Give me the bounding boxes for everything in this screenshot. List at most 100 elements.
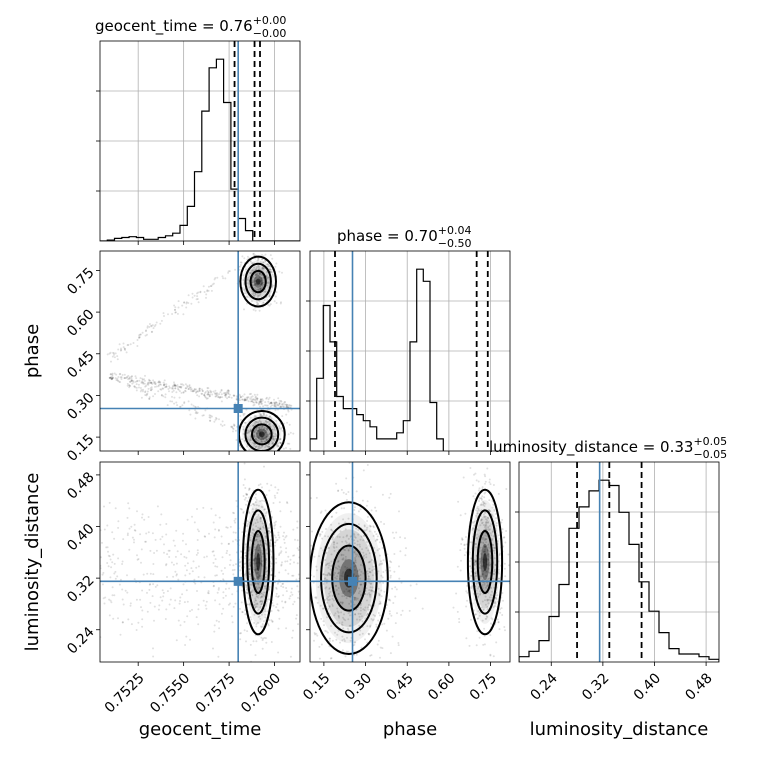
sample-point bbox=[206, 290, 209, 293]
sample-point bbox=[315, 597, 318, 600]
sample-point bbox=[255, 538, 258, 541]
sample-point bbox=[353, 573, 355, 576]
sample-point bbox=[205, 296, 207, 299]
sample-point bbox=[270, 569, 273, 572]
sample-point bbox=[466, 584, 469, 587]
sample-point bbox=[367, 603, 370, 606]
sample-point bbox=[261, 613, 263, 616]
sample-point bbox=[166, 553, 169, 556]
sample-point bbox=[368, 589, 371, 592]
sample-point bbox=[260, 636, 263, 639]
sample-point bbox=[240, 396, 243, 399]
sample-point bbox=[218, 397, 221, 399]
sample-point bbox=[203, 394, 206, 397]
sample-point bbox=[183, 555, 186, 558]
sample-point bbox=[221, 396, 224, 399]
sample-point bbox=[246, 493, 249, 496]
sample-point bbox=[355, 490, 358, 493]
sample-point bbox=[260, 440, 262, 443]
sample-point bbox=[160, 394, 163, 396]
sample-point bbox=[207, 391, 210, 394]
sample-point bbox=[341, 601, 344, 604]
sample-point bbox=[257, 264, 260, 267]
sample-point bbox=[280, 442, 282, 445]
sample-point bbox=[188, 550, 191, 553]
sample-point bbox=[246, 429, 249, 432]
sample-point bbox=[248, 425, 251, 427]
sample-point bbox=[186, 600, 189, 603]
sample-point bbox=[145, 329, 148, 332]
sample-point bbox=[246, 591, 249, 594]
sample-point bbox=[207, 393, 209, 396]
sample-point bbox=[258, 268, 261, 271]
sample-point bbox=[255, 623, 258, 626]
sample-point bbox=[117, 348, 120, 351]
sample-point bbox=[371, 569, 374, 572]
sample-point bbox=[255, 535, 258, 538]
sample-point bbox=[261, 402, 264, 405]
sample-point bbox=[348, 624, 351, 627]
sample-point bbox=[494, 513, 497, 515]
sample-point bbox=[251, 395, 254, 398]
sample-point bbox=[214, 528, 217, 531]
sample-point bbox=[259, 541, 262, 544]
y-tick-label-luminosity_distance: 0.32 bbox=[64, 572, 97, 605]
sample-point bbox=[253, 415, 256, 417]
sample-point bbox=[324, 509, 327, 512]
sample-point bbox=[165, 385, 168, 388]
sample-point bbox=[494, 563, 497, 566]
sample-point bbox=[251, 269, 254, 272]
sample-point bbox=[369, 486, 372, 488]
sample-point bbox=[166, 404, 169, 407]
sample-point bbox=[252, 281, 255, 283]
sample-point bbox=[228, 396, 231, 399]
sample-point bbox=[482, 513, 485, 516]
sample-point bbox=[481, 537, 484, 539]
sample-point bbox=[267, 435, 269, 438]
sample-point bbox=[242, 274, 245, 277]
sample-point bbox=[259, 401, 262, 404]
sample-point bbox=[463, 554, 466, 557]
sample-point bbox=[325, 586, 328, 589]
sample-point bbox=[334, 612, 337, 615]
sample-point bbox=[146, 610, 149, 613]
sample-point bbox=[163, 551, 165, 554]
sample-point bbox=[154, 585, 157, 588]
sample-point bbox=[245, 492, 248, 495]
sample-point bbox=[263, 440, 265, 443]
sample-point bbox=[130, 375, 133, 378]
sample-point bbox=[244, 551, 247, 554]
sample-point bbox=[220, 389, 223, 392]
sample-point bbox=[101, 573, 104, 576]
sample-point bbox=[290, 587, 293, 590]
sample-point bbox=[280, 426, 283, 429]
sample-point bbox=[275, 561, 278, 564]
sample-point bbox=[368, 593, 371, 596]
sample-point bbox=[356, 570, 359, 572]
sample-point bbox=[468, 644, 471, 647]
sample-point bbox=[264, 542, 267, 545]
sample-point bbox=[262, 266, 265, 269]
sample-point bbox=[256, 397, 259, 400]
sample-point bbox=[249, 430, 252, 433]
sample-point bbox=[194, 412, 197, 414]
sample-point bbox=[477, 585, 480, 588]
sample-point bbox=[239, 415, 242, 417]
sample-point bbox=[328, 598, 331, 601]
sample-point bbox=[147, 381, 150, 384]
sample-point bbox=[388, 598, 391, 601]
sample-point bbox=[344, 655, 347, 658]
sample-point bbox=[273, 425, 276, 428]
sample-point bbox=[255, 273, 258, 276]
sample-point bbox=[227, 396, 230, 398]
sample-point bbox=[177, 306, 180, 309]
sample-point bbox=[254, 396, 257, 399]
sample-point bbox=[253, 562, 256, 565]
sample-point bbox=[181, 539, 184, 542]
sample-point bbox=[148, 397, 151, 400]
sample-point bbox=[342, 616, 344, 619]
sample-point bbox=[230, 615, 233, 618]
sample-point bbox=[228, 563, 231, 566]
sample-point bbox=[470, 618, 472, 621]
sample-point bbox=[382, 559, 385, 562]
